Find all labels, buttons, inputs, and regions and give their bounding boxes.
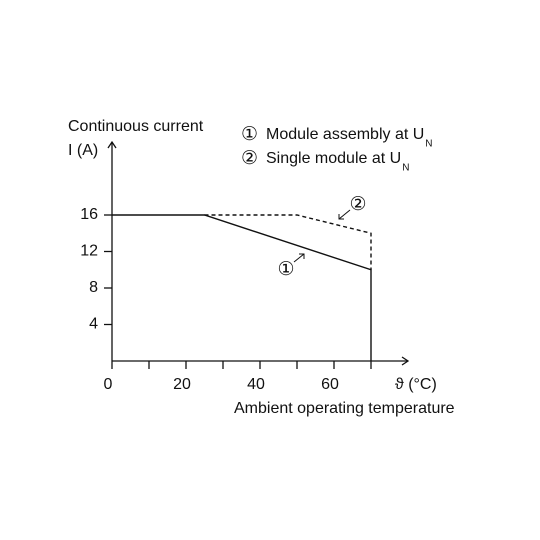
x-axis-label: Ambient operating temperature [234, 400, 455, 417]
legend-marker: ② [241, 148, 258, 169]
y-tick-label: 16 [80, 206, 98, 223]
annotation-arrow [293, 253, 305, 263]
x-tick-label: 60 [321, 376, 339, 393]
x-unit-label: ϑ (°C) [395, 376, 437, 393]
x-tick-label: 40 [247, 376, 265, 393]
y-axis-label: I (A) [68, 142, 98, 159]
x-tick-label: 20 [173, 376, 191, 393]
legend-marker: ① [241, 124, 258, 145]
x-tick-label: 0 [104, 376, 113, 393]
x-axis-arrow [401, 356, 410, 366]
y-axis-arrow [107, 140, 117, 149]
legend-subscript: N [402, 163, 409, 174]
legend-subscript: N [425, 139, 432, 150]
curve-annotation: ① [277, 259, 294, 280]
series-line [112, 214, 372, 361]
y-tick-label: 8 [89, 279, 98, 296]
legend-label: Module assembly at U [266, 126, 424, 143]
y-axis-label: Continuous current [68, 118, 204, 135]
y-tick-label: 4 [89, 316, 98, 333]
legend-label: Single module at U [266, 150, 401, 167]
y-tick-label: 12 [80, 243, 98, 260]
curve-annotation: ② [349, 194, 366, 215]
annotation-arrow [338, 209, 351, 220]
